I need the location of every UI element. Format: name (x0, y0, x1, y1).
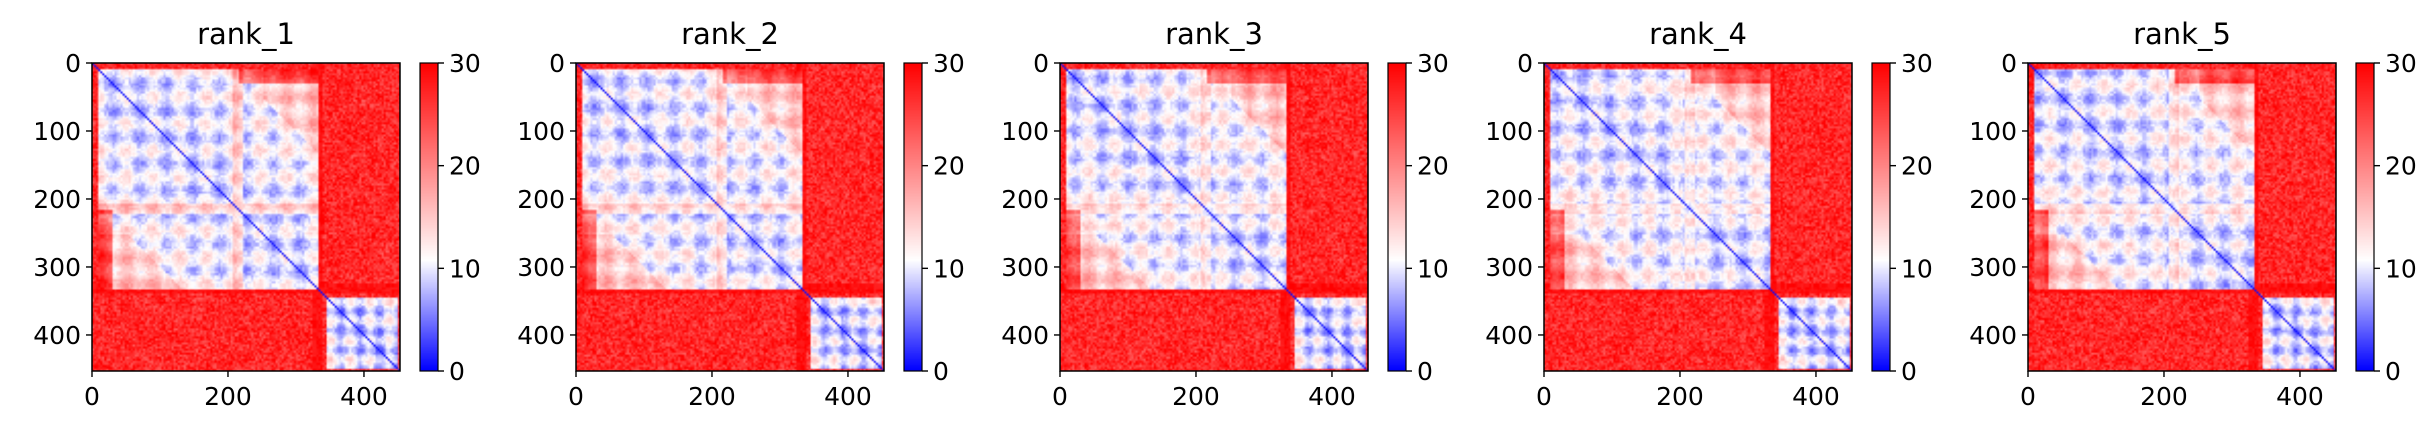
y-tick-label: 200 (33, 185, 81, 214)
y-tick-label: 0 (1033, 49, 1049, 78)
x-tick-label: 0 (1536, 382, 1552, 411)
y-tick-label: 200 (1485, 185, 1533, 214)
heatmap-panel-5: rank_5 0 200 400 0 100 200 300 400 0 10 20 30 (1969, 17, 2417, 411)
x-tick-label: 400 (340, 382, 388, 411)
heatmap-panel-3: rank_3 0 200 400 0 100 200 300 400 0 10 20 30 (1001, 17, 1449, 411)
y-tick-label: 400 (1969, 321, 2017, 350)
heatmap-image (92, 63, 400, 371)
x-tick-label: 200 (204, 382, 252, 411)
heatmap-panel-4: rank_4 0 200 400 0 100 200 300 400 0 10 20 30 (1485, 17, 1933, 411)
colorbar-tick-label: 20 (1901, 152, 1933, 181)
y-tick-label: 300 (33, 253, 81, 282)
colorbar (1388, 63, 1406, 371)
colorbar-tick-label: 20 (449, 152, 481, 181)
colorbar-tick-label: 10 (2385, 254, 2417, 283)
colorbar-tick-label: 30 (933, 49, 965, 78)
colorbar-tick-label: 30 (1901, 49, 1933, 78)
y-tick-label: 0 (2001, 49, 2017, 78)
x-tick-label: 400 (1792, 382, 1840, 411)
y-tick-label: 200 (1001, 185, 1049, 214)
y-tick-label: 100 (1969, 117, 2017, 146)
x-tick-label: 0 (84, 382, 100, 411)
colorbar-tick-label: 10 (933, 254, 965, 283)
x-tick-label: 200 (688, 382, 736, 411)
y-tick-label: 200 (517, 185, 565, 214)
y-tick-label: 300 (1969, 253, 2017, 282)
plot-frame (1543, 62, 1853, 372)
y-tick-label: 0 (65, 49, 81, 78)
panel-title: rank_4 (1649, 17, 1747, 51)
x-tick-label: 200 (2140, 382, 2188, 411)
colorbar-tick-label: 30 (2385, 49, 2417, 78)
panel-title: rank_3 (1165, 17, 1263, 51)
colorbar-tick-label: 20 (1417, 152, 1449, 181)
y-tick-label: 200 (1969, 185, 2017, 214)
heatmap-image (2028, 63, 2336, 371)
y-tick-label: 0 (1517, 49, 1533, 78)
heatmap-image (576, 63, 884, 371)
x-tick-label: 200 (1656, 382, 1704, 411)
colorbar-tick-label: 0 (449, 357, 465, 386)
panel-title: rank_2 (681, 17, 779, 51)
colorbar (904, 63, 922, 371)
colorbar-tick-label: 20 (2385, 152, 2417, 181)
colorbar-frame (1871, 62, 1891, 372)
plot-frame (1059, 62, 1369, 372)
y-tick-label: 100 (33, 117, 81, 146)
y-tick-label: 100 (517, 117, 565, 146)
colorbar-tick-label: 10 (449, 254, 481, 283)
y-tick-label: 400 (517, 321, 565, 350)
colorbar-tick-label: 0 (2385, 357, 2401, 386)
colorbar-frame (2355, 62, 2375, 372)
y-tick-label: 400 (1485, 321, 1533, 350)
y-tick-label: 300 (517, 253, 565, 282)
colorbar-tick-label: 0 (1417, 357, 1433, 386)
heatmap-panel-1: rank_1 0 200 400 0 100 200 300 400 0 10 20 30 (33, 17, 481, 411)
colorbar-frame (903, 62, 923, 372)
x-tick-label: 400 (1308, 382, 1356, 411)
panel-title: rank_5 (2133, 17, 2231, 51)
colorbar-frame (1387, 62, 1407, 372)
x-tick-label: 400 (2276, 382, 2324, 411)
y-tick-label: 100 (1001, 117, 1049, 146)
x-tick-label: 400 (824, 382, 872, 411)
y-tick-label: 0 (549, 49, 565, 78)
heatmap-image (1060, 63, 1368, 371)
plot-frame (91, 62, 401, 372)
colorbar-tick-label: 30 (449, 49, 481, 78)
x-tick-label: 200 (1172, 382, 1220, 411)
plot-frame (575, 62, 885, 372)
colorbar-tick-label: 0 (933, 357, 949, 386)
colorbar-tick-label: 10 (1417, 254, 1449, 283)
y-tick-label: 400 (1001, 321, 1049, 350)
colorbar-tick-label: 20 (933, 152, 965, 181)
colorbar (1872, 63, 1890, 371)
y-tick-label: 400 (33, 321, 81, 350)
colorbar (2356, 63, 2374, 371)
plot-frame (2027, 62, 2337, 372)
heatmap-panel-2: rank_2 0 200 400 0 100 200 300 400 0 10 20 30 (517, 17, 965, 411)
colorbar-tick-label: 0 (1901, 357, 1917, 386)
heatmap-image (1544, 63, 1852, 371)
colorbar-tick-label: 30 (1417, 49, 1449, 78)
colorbar-tick-label: 10 (1901, 254, 1933, 283)
y-tick-label: 300 (1001, 253, 1049, 282)
colorbar-frame (419, 62, 439, 372)
panel-title: rank_1 (197, 17, 295, 51)
x-tick-label: 0 (568, 382, 584, 411)
x-tick-label: 0 (2020, 382, 2036, 411)
colorbar (420, 63, 438, 371)
x-tick-label: 0 (1052, 382, 1068, 411)
y-tick-label: 100 (1485, 117, 1533, 146)
y-tick-label: 300 (1485, 253, 1533, 282)
